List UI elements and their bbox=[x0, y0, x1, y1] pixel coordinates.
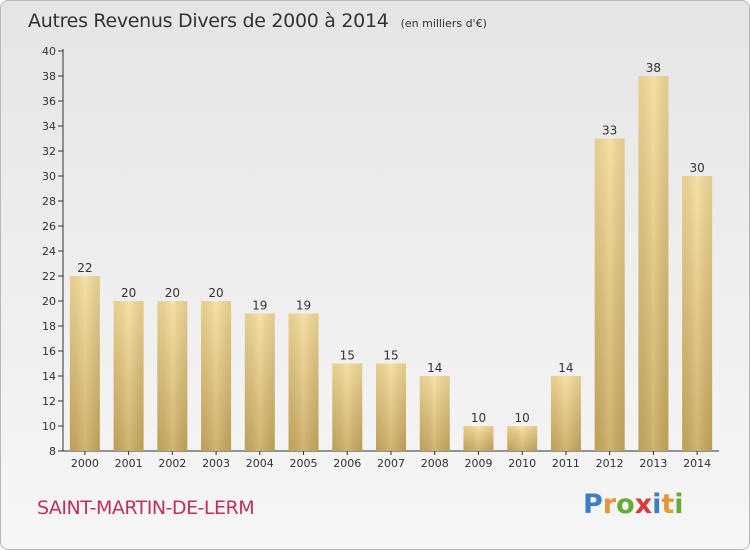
proxiti-logo: Proxiti bbox=[583, 489, 684, 520]
y-tick-label: 38 bbox=[42, 70, 56, 83]
bar-value-label: 38 bbox=[646, 61, 661, 75]
x-tick-label: 2009 bbox=[464, 457, 492, 470]
bar-shade bbox=[376, 363, 406, 451]
x-tick-label: 2011 bbox=[552, 457, 580, 470]
chart-unit-note: (en milliers d'€) bbox=[400, 17, 487, 30]
logo-letter: i bbox=[674, 489, 684, 520]
x-tick-label: 2000 bbox=[71, 457, 99, 470]
x-tick-label: 2004 bbox=[246, 457, 274, 470]
y-tick-label: 20 bbox=[42, 295, 56, 308]
bar-shade bbox=[419, 376, 450, 451]
y-tick-label: 32 bbox=[42, 145, 56, 158]
x-tick-label: 2010 bbox=[508, 457, 536, 470]
x-tick-label: 2005 bbox=[290, 457, 318, 470]
bar-value-label: 10 bbox=[471, 411, 486, 425]
bar-value-label: 30 bbox=[689, 161, 704, 175]
x-tick-label: 2002 bbox=[158, 457, 186, 470]
bar-shade bbox=[594, 138, 625, 451]
bar-shade bbox=[113, 301, 144, 451]
x-tick-label: 2007 bbox=[377, 457, 405, 470]
bar-value-label: 22 bbox=[77, 261, 92, 275]
y-tick-label: 10 bbox=[42, 420, 56, 433]
y-tick-label: 36 bbox=[42, 95, 56, 108]
bar-shade bbox=[682, 176, 713, 451]
y-tick-label: 30 bbox=[42, 170, 56, 183]
y-tick-label: 26 bbox=[42, 220, 56, 233]
y-tick-label: 18 bbox=[42, 320, 56, 333]
bar-value-label: 15 bbox=[340, 349, 355, 363]
y-tick-label: 14 bbox=[42, 370, 56, 383]
y-tick-label: 28 bbox=[42, 195, 56, 208]
x-tick-label: 2008 bbox=[421, 457, 449, 470]
bar-shade bbox=[332, 363, 363, 451]
bar-shade bbox=[507, 426, 538, 451]
x-tick-label: 2013 bbox=[639, 457, 667, 470]
bar-value-label: 10 bbox=[515, 411, 530, 425]
x-tick-label: 2014 bbox=[683, 457, 711, 470]
logo-letter: x bbox=[634, 489, 653, 520]
y-tick-label: 34 bbox=[42, 120, 56, 133]
bar-shade bbox=[638, 76, 669, 451]
x-tick-label: 2003 bbox=[202, 457, 230, 470]
bar-shade bbox=[288, 313, 319, 451]
bar-shade bbox=[463, 426, 494, 451]
bar-value-label: 19 bbox=[296, 299, 311, 313]
y-tick-label: 40 bbox=[42, 45, 56, 58]
y-tick-label: 22 bbox=[42, 270, 56, 283]
bar-shade bbox=[201, 301, 232, 451]
y-tick-label: 12 bbox=[42, 395, 56, 408]
bar-shade bbox=[244, 313, 275, 451]
bar-shade bbox=[69, 276, 100, 451]
y-tick-label: 24 bbox=[42, 245, 56, 258]
chart-title: Autres Revenus Divers de 2000 à 2014 (en… bbox=[28, 10, 487, 32]
bar-value-label: 20 bbox=[165, 286, 180, 300]
logo-letter: t bbox=[661, 489, 675, 520]
x-tick-label: 2006 bbox=[333, 457, 361, 470]
logo-letter: i bbox=[652, 489, 662, 520]
bar-value-label: 20 bbox=[121, 286, 136, 300]
commune-name: SAINT-MARTIN-DE-LERM bbox=[37, 497, 255, 519]
bar-value-label: 14 bbox=[558, 361, 573, 375]
logo-letter: r bbox=[602, 489, 617, 520]
bar-value-label: 15 bbox=[383, 349, 398, 363]
y-tick-label: 16 bbox=[42, 345, 56, 358]
logo-letter: P bbox=[583, 489, 603, 520]
bar-value-label: 14 bbox=[427, 361, 442, 375]
bar-shade bbox=[157, 301, 188, 451]
y-tick-label: 8 bbox=[49, 445, 56, 458]
bar-value-label: 20 bbox=[208, 286, 223, 300]
bar-value-label: 19 bbox=[252, 299, 267, 313]
logo-letter: o bbox=[616, 489, 635, 520]
bar-value-label: 33 bbox=[602, 124, 617, 138]
x-tick-label: 2001 bbox=[115, 457, 143, 470]
chart-title-text: Autres Revenus Divers de 2000 à 2014 bbox=[28, 10, 389, 32]
x-tick-label: 2012 bbox=[596, 457, 624, 470]
bar-shade bbox=[550, 376, 581, 451]
